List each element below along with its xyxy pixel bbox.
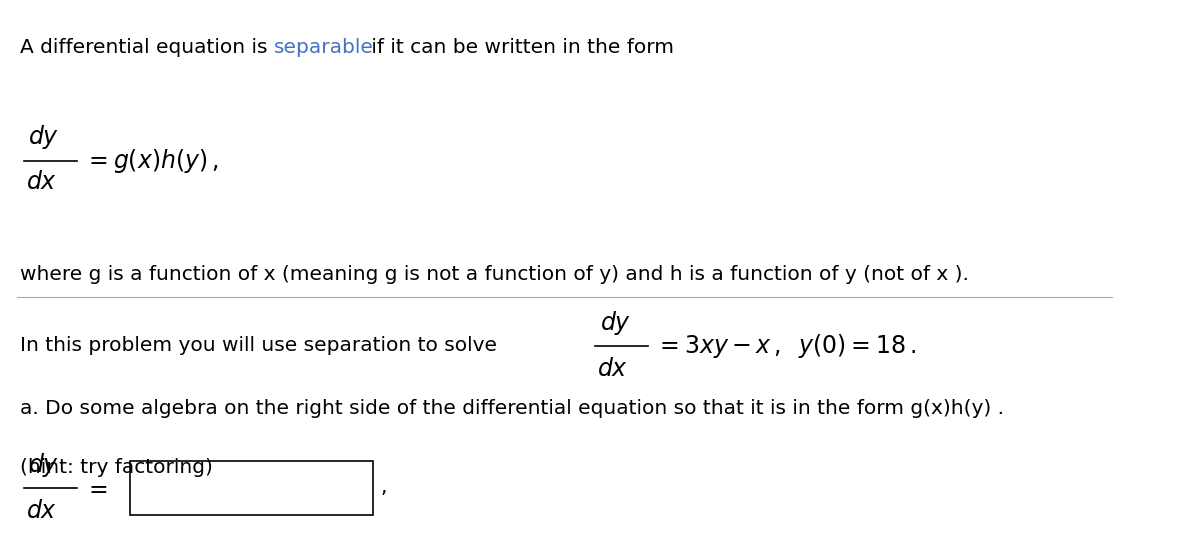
Text: In this problem you will use separation to solve: In this problem you will use separation … xyxy=(20,336,497,355)
Text: $= 3xy - x\,,\;\; y(0) = 18\,.$: $= 3xy - x\,,\;\; y(0) = 18\,.$ xyxy=(655,332,916,360)
Text: $dy$: $dy$ xyxy=(600,309,631,337)
Text: where g is a function of x (meaning g is not a function of y) and h is a functio: where g is a function of x (meaning g is… xyxy=(20,265,970,284)
Text: $= g(x)h(y)\,,$: $= g(x)h(y)\,,$ xyxy=(84,147,218,175)
Text: A differential equation is: A differential equation is xyxy=(20,38,275,56)
Text: (hint: try factoring): (hint: try factoring) xyxy=(20,458,214,477)
Text: $dy$: $dy$ xyxy=(29,451,60,479)
Text: $dx$: $dx$ xyxy=(26,499,58,523)
Text: a. Do some algebra on the right side of the differential equation so that it is : a. Do some algebra on the right side of … xyxy=(20,399,1004,418)
Text: ,: , xyxy=(380,478,388,497)
FancyBboxPatch shape xyxy=(130,461,373,515)
Text: $dx$: $dx$ xyxy=(598,357,629,381)
Text: $=$: $=$ xyxy=(84,476,108,500)
Text: $dy$: $dy$ xyxy=(29,123,60,151)
Text: separable: separable xyxy=(275,38,374,56)
Text: $dx$: $dx$ xyxy=(26,170,58,194)
Text: if it can be written in the form: if it can be written in the form xyxy=(365,38,673,56)
